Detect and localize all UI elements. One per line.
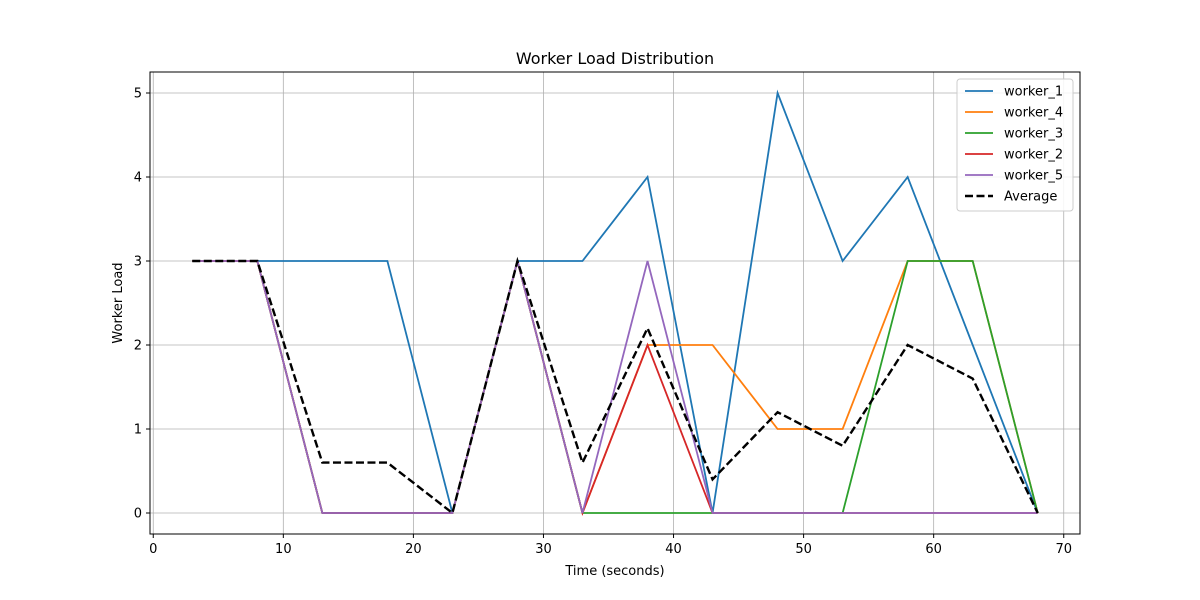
chart-title: Worker Load Distribution — [516, 49, 714, 68]
y-tick-label: 0 — [134, 507, 142, 522]
legend-entry-worker-3: worker_3 — [965, 127, 1063, 142]
legend-label: worker_3 — [1004, 127, 1063, 142]
x-tick-label: 0 — [149, 542, 157, 557]
legend-entry-worker-5: worker_5 — [965, 169, 1063, 184]
x-axis-label: Time (seconds) — [564, 564, 664, 579]
plot-frame — [149, 71, 1081, 535]
legend-label: worker_5 — [1004, 169, 1063, 184]
legend-entry-worker-2: worker_2 — [965, 148, 1063, 163]
legend-entry-worker-1: worker_1 — [965, 85, 1063, 100]
legend-label: worker_2 — [1004, 148, 1063, 163]
y-axis-label: Worker Load — [111, 262, 126, 343]
legend: worker_1 worker_4 worker_3 worker_2 worker_5… — [956, 78, 1074, 212]
x-tick-label: 10 — [275, 542, 292, 557]
x-tick-label: 20 — [405, 542, 422, 557]
y-tick-label: 2 — [134, 339, 142, 354]
series-lines — [192, 89, 1039, 516]
y-tick-label: 1 — [134, 423, 142, 438]
legend-entry-worker-4: worker_4 — [965, 106, 1063, 121]
x-tick-label: 70 — [1055, 542, 1072, 557]
legend-label: Average — [1004, 190, 1057, 205]
y-tick-label: 3 — [134, 255, 142, 270]
x-tick-label: 60 — [925, 542, 942, 557]
series-line-average — [192, 256, 1039, 516]
legend-label: worker_1 — [1004, 85, 1063, 100]
legend-label: worker_4 — [1004, 106, 1063, 121]
series-line-worker-5 — [192, 260, 1038, 514]
axis-ticks: 0 10 20 30 40 50 60 70 0 1 2 3 4 5 — [134, 87, 1072, 558]
legend-entry-average: Average — [965, 190, 1057, 205]
x-tick-label: 50 — [795, 542, 812, 557]
y-tick-label: 4 — [134, 171, 142, 186]
x-tick-label: 40 — [665, 542, 682, 557]
y-tick-label: 5 — [134, 87, 142, 102]
series-line-worker-1 — [192, 89, 1039, 514]
x-tick-label: 30 — [535, 542, 552, 557]
